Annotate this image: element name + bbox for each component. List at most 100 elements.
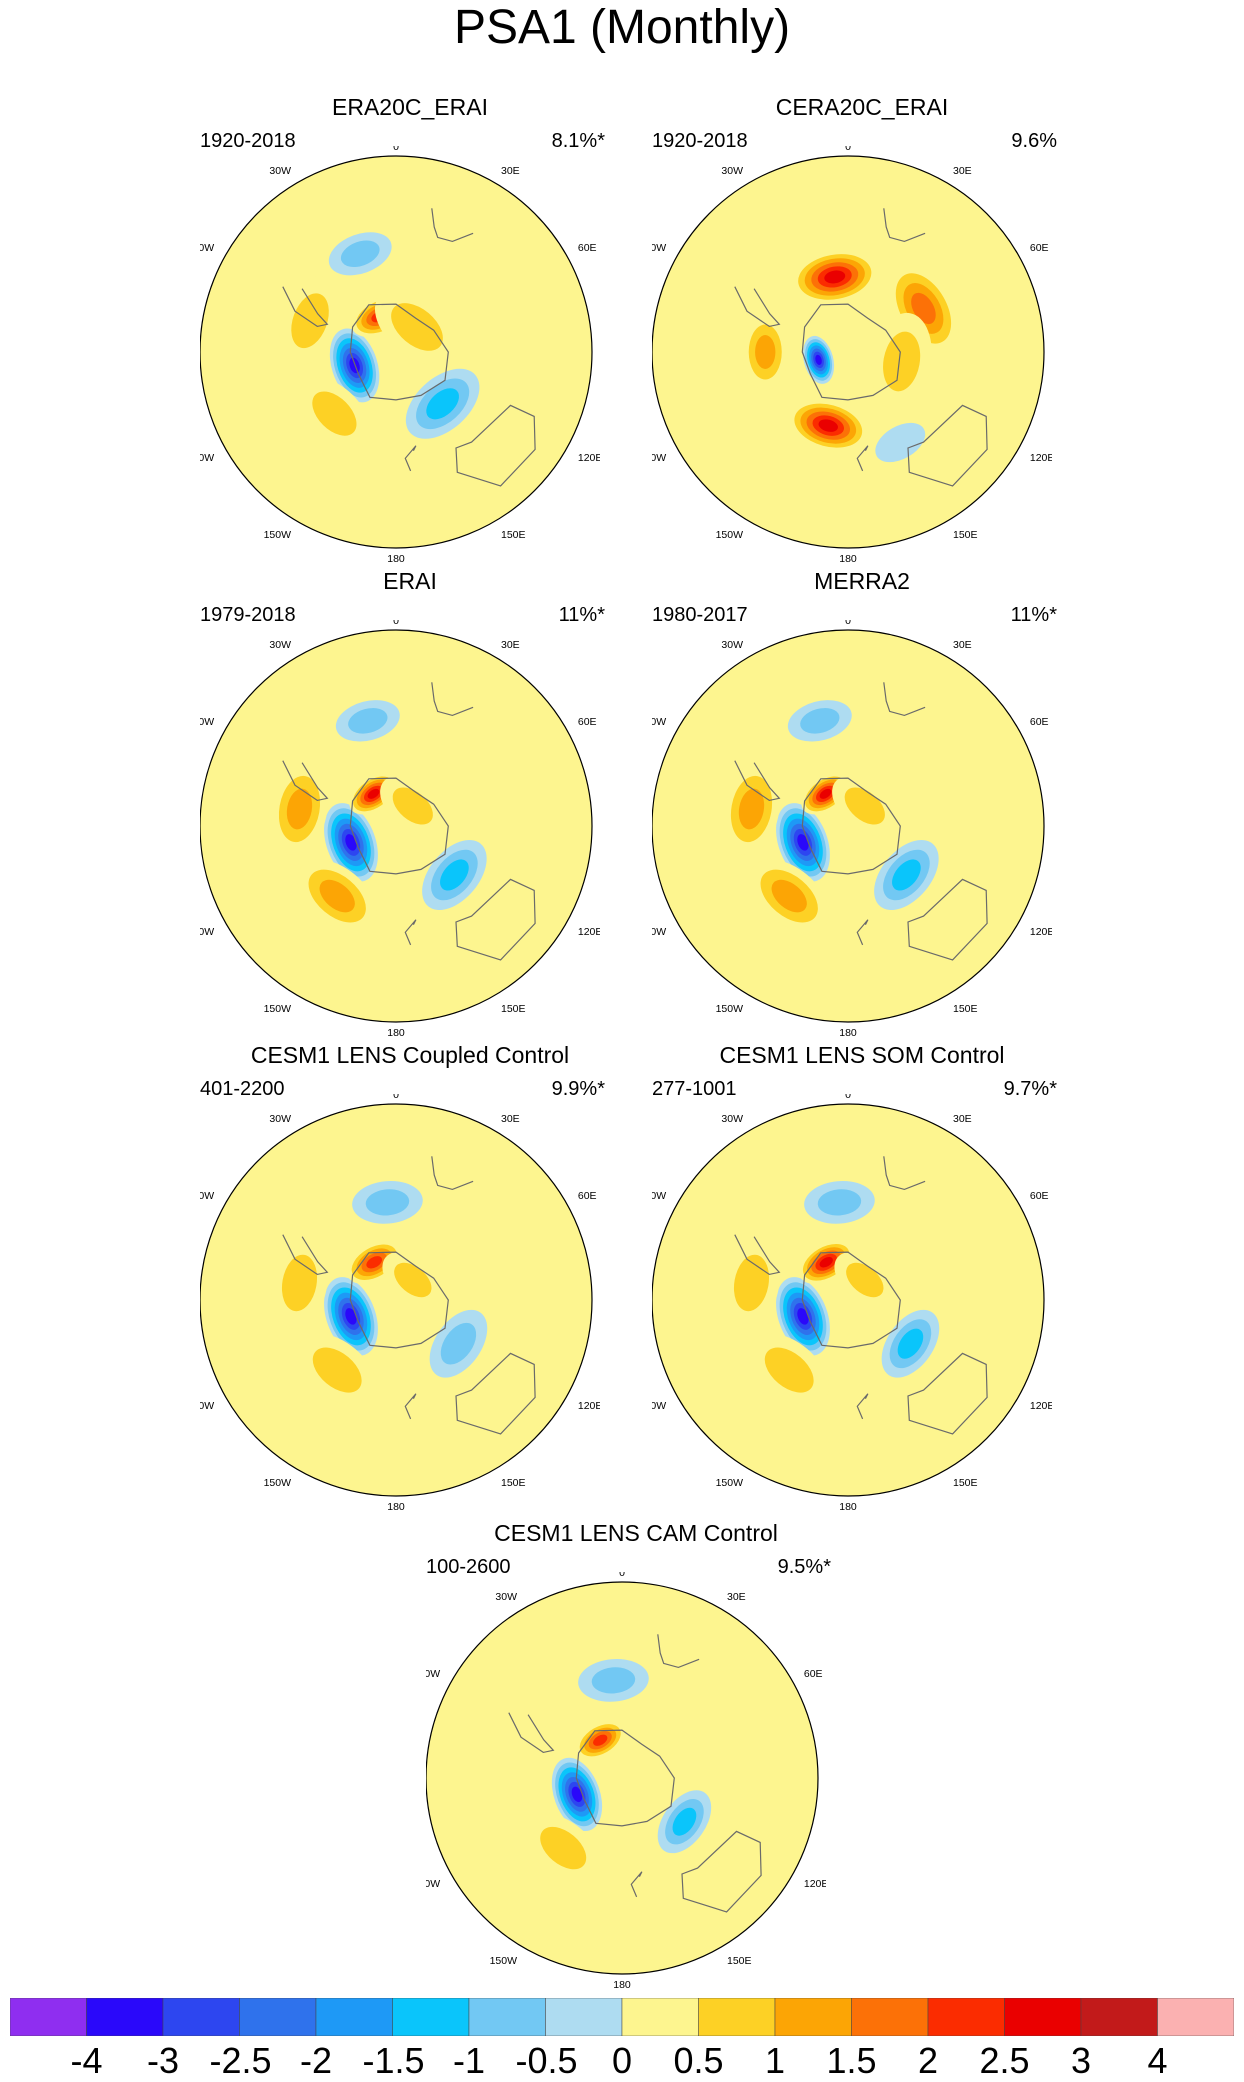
panel-title: ERA20C_ERAI [200,92,620,122]
longitude-label: 150W [264,529,292,541]
longitude-label: 60W [652,1190,666,1202]
polar-map: 030E60E90E120E150E180150W120W90W60W30W [200,1094,600,1514]
polar-map: 030E60E90E120E150E180150W120W90W60W30W [652,1094,1052,1514]
map-background [200,146,600,566]
colorbar-segment [1081,1998,1158,2036]
longitude-label: 0 [845,146,851,153]
panel-title: CESM1 LENS CAM Control [426,1518,846,1548]
longitude-label: 180 [387,1027,405,1039]
panel-title: CESM1 LENS Coupled Control [200,1040,620,1070]
polar-map: 030E60E90E120E150E180150W120W90W60W30W [200,620,600,1040]
longitude-label: 60W [652,716,666,728]
longitude-label: 30W [495,1591,517,1603]
colorbar-tick-label: 0.5 [669,2040,729,2082]
longitude-label: 150W [716,529,744,541]
colorbar-tick-label: 1.5 [822,2040,882,2082]
longitude-label: 120E [1030,926,1052,938]
colorbar-segment [546,1998,623,2036]
longitude-label: 60W [200,716,214,728]
colorbar-svg [10,1998,1234,2036]
longitude-label: 0 [393,1094,399,1101]
colorbar-segment [87,1998,164,2036]
longitude-label: 30E [953,1113,972,1125]
colorbar-segment [1005,1998,1082,2036]
colorbar-tick-label: -0.5 [516,2040,576,2082]
longitude-label: 180 [387,553,405,565]
colorbar-segment [393,1998,470,2036]
map-panel: ERA20C_ERAI1920-20188.1%*030E60E90E120E1… [200,92,620,562]
longitude-label: 150E [953,529,978,541]
colorbar [10,1998,1234,2036]
positive-anomaly [742,314,788,390]
longitude-label: 120E [1030,1400,1052,1412]
panel-title: MERRA2 [652,566,1072,596]
map-background [652,1094,1052,1514]
map-background [200,620,600,1040]
colorbar-segment [240,1998,317,2036]
longitude-label: 60E [1030,716,1049,728]
longitude-label: 0 [393,146,399,153]
longitude-label: 60W [200,1190,214,1202]
longitude-label: 120E [578,1400,600,1412]
polar-map: 030E60E90E120E150E180150W120W90W60W30W [652,620,1052,1040]
longitude-label: 60W [652,242,666,254]
longitude-label: 120E [578,926,600,938]
map-background [200,1094,600,1514]
colorbar-tick-label: 1 [745,2040,805,2082]
longitude-label: 0 [845,1094,851,1101]
colorbar-segment [316,1998,393,2036]
longitude-label: 120W [200,452,214,464]
map-panel: MERRA21980-201711%*030E60E90E120E150E180… [652,566,1072,1036]
map-panel: CESM1 LENS CAM Control 100-2600 9.5%* 0 30E 6… [426,1518,846,1988]
longitude-label: 30E [501,639,520,651]
longitude-label: 30E [727,1591,746,1603]
polar-map: 030E60E90E120E150E180150W120W90W60W30W [652,146,1052,566]
map-background [652,146,1052,566]
longitude-label: 30W [269,639,291,651]
longitude-label: 30W [721,639,743,651]
longitude-label: 60W [426,1668,440,1680]
longitude-label: 120E [1030,452,1052,464]
colorbar-tick-label: -1 [439,2040,499,2082]
longitude-label: 60E [804,1668,823,1680]
polar-map: 030E60E90E120E150E180150W120W90W60W30W [426,1572,826,1992]
longitude-label: 180 [839,1027,857,1039]
longitude-label: 30W [269,165,291,177]
colorbar-tick-label: 2 [898,2040,958,2082]
colorbar-segment [1158,1998,1235,2036]
longitude-label: 30W [269,1113,291,1125]
longitude-label: 60E [578,716,597,728]
map-panel: CESM1 LENS SOM Control 277-1001 9.7%* 0 30E 6… [652,1040,1072,1510]
longitude-label: 120W [652,1400,666,1412]
colorbar-segment [469,1998,546,2036]
longitude-label: 0 [845,620,851,627]
colorbar-segment [928,1998,1005,2036]
colorbar-tick-label: 0 [592,2040,652,2082]
longitude-label: 30E [953,639,972,651]
longitude-label: 30E [501,165,520,177]
longitude-label: 150W [264,1003,292,1015]
longitude-label: 150W [490,1955,518,1967]
polar-map: 030E60E90E120E150E180150W120W90W60W30W [200,146,600,566]
colorbar-tick-label: 3 [1051,2040,1111,2082]
panel-title: CERA20C_ERAI [652,92,1072,122]
map-panel: CESM1 LENS Coupled Control 401-2200 9.9%* 0… [200,1040,620,1510]
longitude-label: 60E [578,242,597,254]
longitude-label: 150E [953,1477,978,1489]
longitude-label: 180 [613,1979,631,1991]
colorbar-tick-label: -2.5 [210,2040,270,2082]
longitude-label: 120W [426,1878,440,1890]
map-background [652,620,1052,1040]
longitude-label: 150W [716,1477,744,1489]
longitude-label: 30W [721,165,743,177]
longitude-label: 150W [716,1003,744,1015]
longitude-label: 120E [578,452,600,464]
longitude-label: 120E [804,1878,826,1890]
colorbar-segment [10,1998,87,2036]
longitude-label: 0 [619,1572,625,1579]
panel-title: ERAI [200,566,620,596]
colorbar-tick-label: 2.5 [975,2040,1035,2082]
longitude-label: 30E [501,1113,520,1125]
longitude-label: 60E [1030,242,1049,254]
colorbar-segment [852,1998,929,2036]
